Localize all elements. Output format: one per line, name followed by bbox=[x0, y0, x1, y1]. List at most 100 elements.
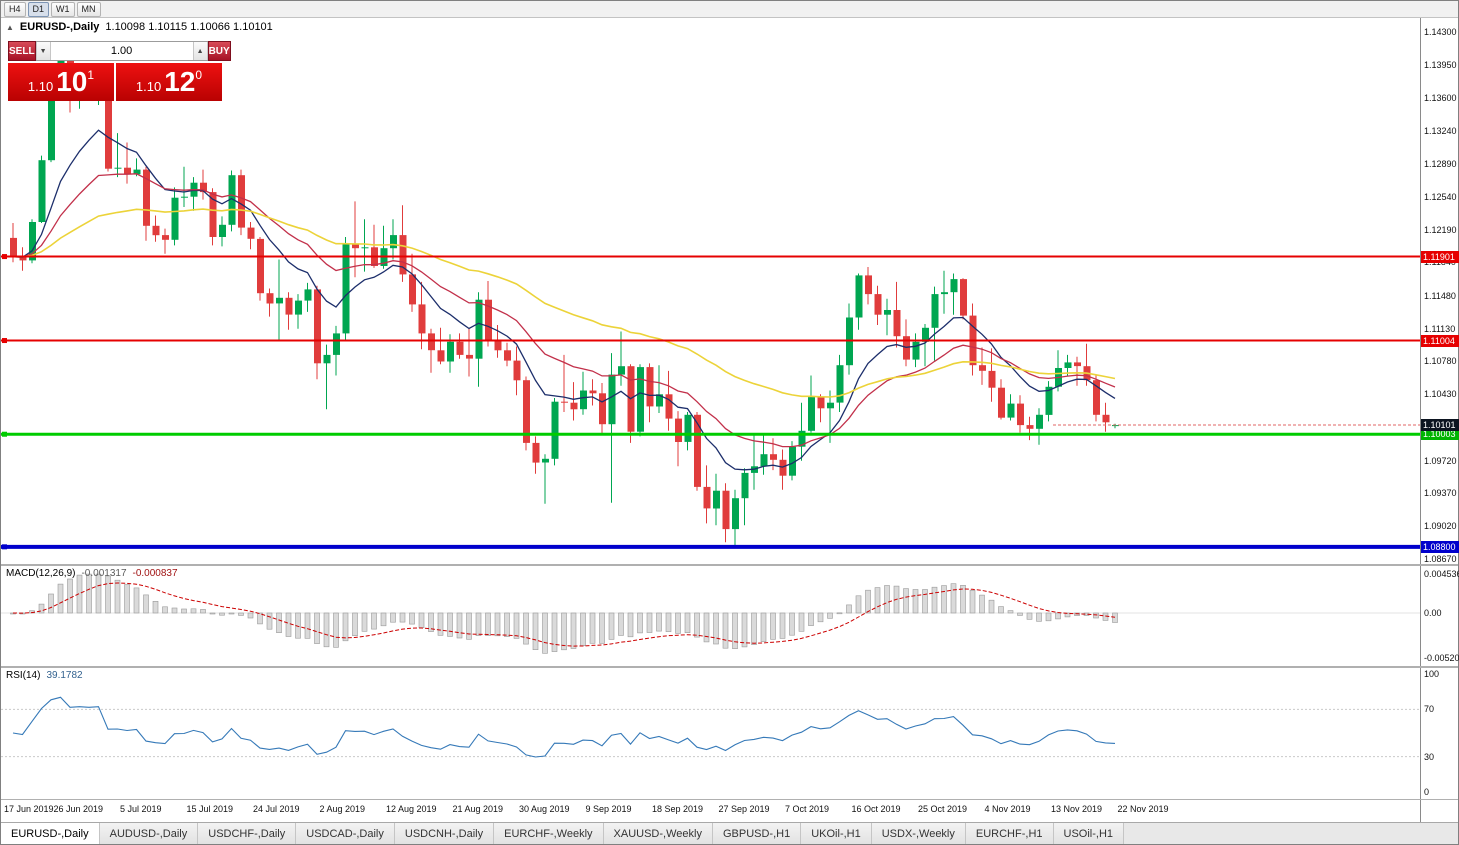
candle[interactable] bbox=[124, 142, 131, 184]
candle[interactable] bbox=[276, 259, 283, 341]
chart-tab[interactable]: EURUSD-,Daily bbox=[1, 823, 100, 844]
price-chart-panel[interactable]: ▲ EURUSD-,Daily 1.10098 1.10115 1.10066 … bbox=[1, 18, 1459, 566]
chart-tab[interactable]: XAUUSD-,Weekly bbox=[603, 823, 713, 844]
candle[interactable] bbox=[437, 327, 445, 365]
candle[interactable] bbox=[703, 465, 711, 524]
candle[interactable] bbox=[19, 247, 27, 271]
candle[interactable] bbox=[665, 370, 673, 431]
candle[interactable] bbox=[893, 281, 901, 348]
candle[interactable] bbox=[637, 364, 644, 437]
candle[interactable] bbox=[1093, 375, 1100, 422]
candle[interactable] bbox=[979, 347, 986, 385]
candle[interactable] bbox=[285, 292, 293, 330]
candle[interactable] bbox=[352, 201, 359, 278]
candle[interactable] bbox=[551, 398, 559, 466]
macd-axis[interactable]: 0.004536 0.00 -0.00520 bbox=[1420, 566, 1459, 666]
candle[interactable] bbox=[361, 219, 369, 272]
macd-canvas[interactable] bbox=[1, 566, 1420, 666]
candle[interactable] bbox=[371, 224, 378, 268]
candle[interactable] bbox=[855, 273, 863, 330]
candle[interactable] bbox=[1026, 416, 1034, 441]
timeframe-button-mn[interactable]: MN bbox=[76, 1, 101, 17]
candle[interactable] bbox=[114, 133, 122, 178]
timeframe-button-d1[interactable]: D1 bbox=[27, 1, 50, 17]
time-axis[interactable]: 17 Jun 2019 26 Jun 2019 5 Jul 2019 15 Jul 2… bbox=[1, 800, 1458, 822]
candle[interactable] bbox=[257, 237, 264, 301]
candle[interactable] bbox=[713, 473, 720, 526]
chart-tab[interactable]: USDCHF-,Daily bbox=[198, 823, 297, 844]
candle[interactable] bbox=[608, 353, 616, 503]
candle[interactable] bbox=[542, 454, 549, 504]
rsi-panel[interactable]: RSI(14) 39.1782 100 70 30 0 bbox=[1, 668, 1458, 800]
candle[interactable] bbox=[960, 278, 967, 320]
candle[interactable] bbox=[171, 187, 179, 246]
candle[interactable] bbox=[874, 285, 882, 325]
candle[interactable] bbox=[333, 325, 340, 376]
candle[interactable] bbox=[1007, 394, 1015, 421]
candle[interactable] bbox=[988, 348, 996, 402]
candle[interactable] bbox=[722, 483, 730, 543]
candle[interactable] bbox=[741, 468, 749, 526]
candle[interactable] bbox=[152, 215, 160, 242]
candle[interactable] bbox=[561, 354, 568, 412]
line-handle[interactable] bbox=[2, 544, 7, 550]
chart-tab[interactable]: USDX-,Weekly bbox=[871, 823, 966, 844]
candle[interactable] bbox=[38, 155, 46, 223]
candle[interactable] bbox=[532, 436, 540, 474]
candle[interactable] bbox=[922, 324, 929, 367]
chart-tab[interactable]: USDCAD-,Daily bbox=[296, 823, 395, 844]
chart-tab[interactable]: EURCHF-,Weekly bbox=[494, 823, 604, 844]
candle[interactable] bbox=[418, 281, 426, 350]
candle[interactable] bbox=[209, 188, 217, 246]
candle[interactable] bbox=[1017, 395, 1024, 433]
candle[interactable] bbox=[808, 375, 815, 433]
candle[interactable] bbox=[181, 166, 188, 207]
rsi-canvas[interactable] bbox=[1, 668, 1420, 799]
candle[interactable] bbox=[627, 364, 635, 443]
timeframe-button-h4[interactable]: H4 bbox=[4, 1, 26, 17]
candle[interactable] bbox=[485, 281, 492, 347]
buy-button[interactable]: BUY bbox=[207, 41, 231, 61]
candle[interactable] bbox=[523, 376, 530, 451]
sell-button[interactable]: SELL bbox=[8, 41, 36, 61]
candle[interactable] bbox=[314, 285, 321, 380]
candle[interactable] bbox=[399, 205, 407, 282]
candle[interactable] bbox=[570, 382, 578, 421]
candle[interactable] bbox=[342, 237, 350, 340]
chart-tab[interactable]: USDCNH-,Daily bbox=[394, 823, 495, 844]
candle[interactable] bbox=[1112, 423, 1119, 429]
timeframe-button-w1[interactable]: W1 bbox=[51, 1, 75, 17]
line-handle[interactable] bbox=[2, 254, 7, 260]
candle[interactable] bbox=[266, 288, 274, 317]
candle[interactable] bbox=[295, 294, 302, 329]
rsi-axis[interactable]: 100 70 30 0 bbox=[1420, 668, 1458, 799]
volume-increase-icon[interactable]: ▲ bbox=[192, 42, 208, 60]
candle[interactable] bbox=[779, 449, 787, 490]
candle[interactable] bbox=[409, 253, 416, 312]
candle[interactable] bbox=[456, 333, 464, 359]
candle[interactable] bbox=[865, 267, 872, 305]
chart-tab[interactable]: USOil-,H1 bbox=[1053, 823, 1125, 844]
price-chart-canvas[interactable] bbox=[1, 18, 1420, 564]
candle[interactable] bbox=[751, 435, 758, 490]
candle[interactable] bbox=[200, 169, 207, 200]
chart-tab[interactable]: EURCHF-,H1 bbox=[965, 823, 1054, 844]
candle[interactable] bbox=[219, 216, 226, 247]
candle[interactable] bbox=[1074, 356, 1081, 386]
candle[interactable] bbox=[304, 282, 312, 312]
candle[interactable] bbox=[504, 342, 511, 367]
volume-input[interactable] bbox=[50, 42, 193, 60]
candle[interactable] bbox=[589, 379, 597, 406]
candle[interactable] bbox=[836, 354, 844, 412]
sell-price-display[interactable]: 1.10 10 1 bbox=[8, 63, 114, 101]
candle[interactable] bbox=[912, 333, 920, 368]
candle[interactable] bbox=[789, 441, 796, 481]
candle[interactable] bbox=[732, 489, 739, 548]
candle[interactable] bbox=[884, 298, 891, 336]
candle[interactable] bbox=[162, 228, 169, 254]
candle[interactable] bbox=[684, 412, 692, 451]
candle[interactable] bbox=[599, 383, 606, 436]
candle[interactable] bbox=[466, 328, 473, 377]
candle[interactable] bbox=[1045, 381, 1053, 422]
candle[interactable] bbox=[646, 363, 654, 423]
